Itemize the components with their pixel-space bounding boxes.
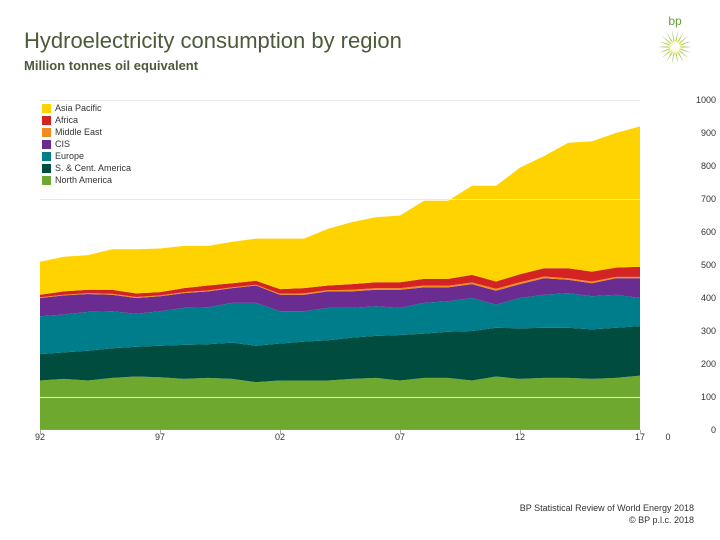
legend-item: S. & Cent. America (42, 162, 131, 174)
legend-swatch (42, 164, 51, 173)
bp-logo-icon (658, 30, 692, 64)
legend-item: North America (42, 174, 131, 186)
chart-legend: Asia PacificAfricaMiddle EastCISEuropeS.… (42, 102, 131, 186)
chart-container: Asia PacificAfricaMiddle EastCISEuropeS.… (40, 100, 680, 450)
legend-label: Africa (55, 114, 78, 126)
y-tick-label: 800 (701, 161, 716, 171)
y-tick-label: 200 (701, 359, 716, 369)
y-tick-label: 900 (701, 128, 716, 138)
area-north_america (40, 376, 640, 430)
x-tick-mark (40, 430, 41, 434)
y-tick-label: 0 (711, 425, 716, 435)
legend-swatch (42, 104, 51, 113)
y-tick-label: 1000 (696, 95, 716, 105)
legend-label: Middle East (55, 126, 102, 138)
legend-swatch (42, 152, 51, 161)
x-tick-label: 0 (665, 432, 670, 442)
legend-item: Europe (42, 150, 131, 162)
bp-logo-text: bp (656, 14, 694, 28)
y-axis: 01002003004005006007008009001000 (682, 100, 716, 430)
y-tick-label: 700 (701, 194, 716, 204)
legend-item: CIS (42, 138, 131, 150)
x-tick-mark (400, 430, 401, 434)
footer-source: BP Statistical Review of World Energy 20… (520, 502, 694, 514)
footer-copyright: © BP p.l.c. 2018 (520, 514, 694, 526)
legend-item: Africa (42, 114, 131, 126)
legend-swatch (42, 116, 51, 125)
legend-swatch (42, 140, 51, 149)
bp-logo: bp (656, 14, 694, 64)
y-tick-label: 500 (701, 260, 716, 270)
gridline (40, 100, 640, 101)
y-tick-label: 600 (701, 227, 716, 237)
y-tick-label: 300 (701, 326, 716, 336)
x-tick-mark (280, 430, 281, 434)
gridline (40, 397, 640, 398)
legend-item: Middle East (42, 126, 131, 138)
y-tick-label: 400 (701, 293, 716, 303)
legend-swatch (42, 128, 51, 137)
legend-label: S. & Cent. America (55, 162, 131, 174)
legend-label: Europe (55, 150, 84, 162)
legend-label: CIS (55, 138, 70, 150)
legend-label: Asia Pacific (55, 102, 102, 114)
x-tick-mark (520, 430, 521, 434)
legend-item: Asia Pacific (42, 102, 131, 114)
page-title: Hydroelectricity consumption by region (24, 28, 696, 54)
gridline (40, 199, 640, 200)
x-tick-mark (640, 430, 641, 434)
x-tick-mark (160, 430, 161, 434)
legend-swatch (42, 176, 51, 185)
legend-label: North America (55, 174, 112, 186)
page-subtitle: Million tonnes oil equivalent (24, 58, 696, 73)
y-tick-label: 100 (701, 392, 716, 402)
footer-attribution: BP Statistical Review of World Energy 20… (520, 502, 694, 526)
